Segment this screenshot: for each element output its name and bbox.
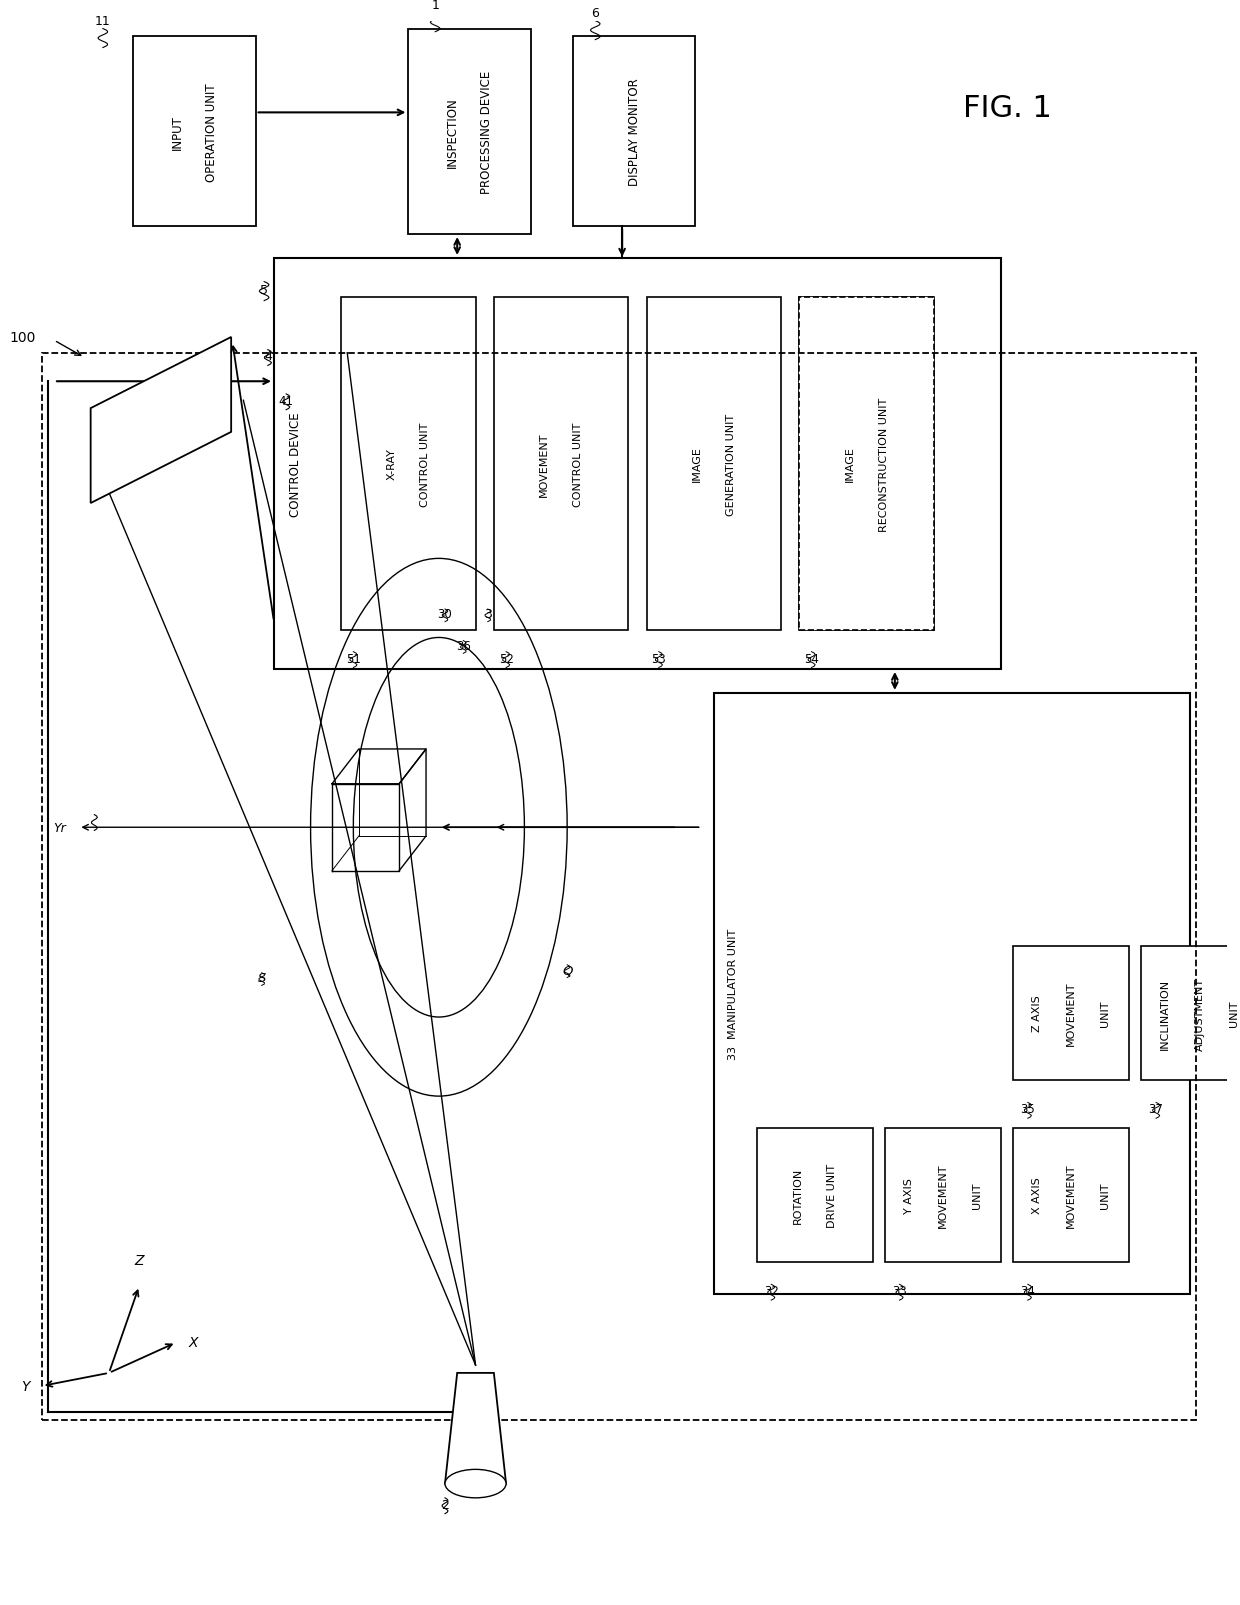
Bar	[42, 353, 1197, 1420]
Text: Z AXIS: Z AXIS	[1032, 995, 1042, 1032]
Bar	[646, 299, 781, 631]
Text: X-RAY: X-RAY	[386, 448, 397, 480]
Text: CONTROL UNIT: CONTROL UNIT	[573, 422, 583, 506]
Text: Q: Q	[562, 963, 573, 976]
Text: Y AXIS: Y AXIS	[904, 1178, 914, 1213]
Text: UNIT: UNIT	[1229, 1000, 1239, 1027]
Text: 30: 30	[438, 608, 453, 621]
Text: INPUT: INPUT	[171, 116, 184, 149]
Text: MOVEMENT: MOVEMENT	[1066, 981, 1076, 1046]
Text: Yr: Yr	[53, 822, 66, 835]
Text: DISPLAY MONITOR: DISPLAY MONITOR	[627, 79, 641, 186]
Text: 37: 37	[1148, 1103, 1163, 1115]
Text: UNIT: UNIT	[1100, 1181, 1110, 1209]
Text: 3: 3	[484, 608, 492, 621]
Bar	[1013, 947, 1130, 1080]
Text: Z: Z	[134, 1254, 144, 1266]
Bar	[1141, 947, 1240, 1080]
Text: 5: 5	[260, 284, 268, 297]
Polygon shape	[91, 337, 231, 504]
Text: 4: 4	[264, 350, 272, 363]
Text: 41: 41	[279, 395, 294, 408]
Bar	[885, 1128, 1001, 1263]
Text: IMAGE: IMAGE	[844, 446, 854, 482]
Text: RECONSTRUCTION UNIT: RECONSTRUCTION UNIT	[879, 396, 889, 531]
Text: S: S	[258, 971, 265, 984]
Bar	[714, 693, 1190, 1294]
Text: 100: 100	[9, 331, 36, 345]
Text: INCLINATION: INCLINATION	[1161, 977, 1171, 1050]
Text: 2: 2	[441, 1497, 449, 1510]
Text: 33  MANIPULATOR UNIT: 33 MANIPULATOR UNIT	[728, 928, 738, 1059]
Text: X: X	[188, 1335, 198, 1350]
Text: CONTROL DEVICE: CONTROL DEVICE	[289, 412, 303, 517]
Text: 53: 53	[651, 652, 666, 664]
Bar	[756, 1128, 873, 1263]
Text: 33: 33	[892, 1284, 906, 1297]
Text: ADJUSTMENT: ADJUSTMENT	[1194, 977, 1204, 1050]
Text: CONTROL UNIT: CONTROL UNIT	[420, 422, 430, 506]
Text: 32: 32	[764, 1284, 779, 1297]
Bar	[800, 299, 934, 631]
Text: IMAGE: IMAGE	[692, 446, 702, 482]
Text: 34: 34	[1021, 1284, 1035, 1297]
Text: 6: 6	[591, 8, 599, 21]
Text: 1: 1	[432, 0, 439, 13]
Text: 54: 54	[804, 652, 818, 664]
Bar	[341, 299, 475, 631]
Text: ROTATION: ROTATION	[792, 1167, 802, 1223]
Text: INSPECTION: INSPECTION	[446, 96, 459, 167]
Bar	[408, 29, 531, 234]
Ellipse shape	[445, 1470, 506, 1497]
Text: FIG. 1: FIG. 1	[962, 95, 1052, 124]
Text: 51: 51	[346, 652, 361, 664]
Text: UNIT: UNIT	[972, 1181, 982, 1209]
Bar	[134, 37, 255, 228]
Text: Y: Y	[21, 1379, 30, 1393]
Text: 52: 52	[498, 652, 513, 664]
Bar	[573, 37, 696, 228]
Text: OPERATION UNIT: OPERATION UNIT	[205, 83, 218, 181]
Bar	[494, 299, 629, 631]
Text: 35: 35	[1021, 1103, 1035, 1115]
Text: PROCESSING DEVICE: PROCESSING DEVICE	[480, 71, 494, 194]
Text: X AXIS: X AXIS	[1032, 1176, 1042, 1213]
Text: MOVEMENT: MOVEMENT	[539, 432, 549, 496]
Text: UNIT: UNIT	[1100, 1000, 1110, 1027]
Text: 11: 11	[95, 14, 110, 29]
Text: MOVEMENT: MOVEMENT	[937, 1164, 947, 1228]
Text: MOVEMENT: MOVEMENT	[1066, 1164, 1076, 1228]
Text: DRIVE UNIT: DRIVE UNIT	[827, 1164, 837, 1228]
Bar	[1013, 1128, 1130, 1263]
Bar	[274, 258, 1001, 669]
Text: 36: 36	[456, 639, 471, 653]
Text: GENERATION UNIT: GENERATION UNIT	[725, 412, 735, 515]
Polygon shape	[445, 1372, 506, 1483]
Bar	[800, 299, 934, 631]
